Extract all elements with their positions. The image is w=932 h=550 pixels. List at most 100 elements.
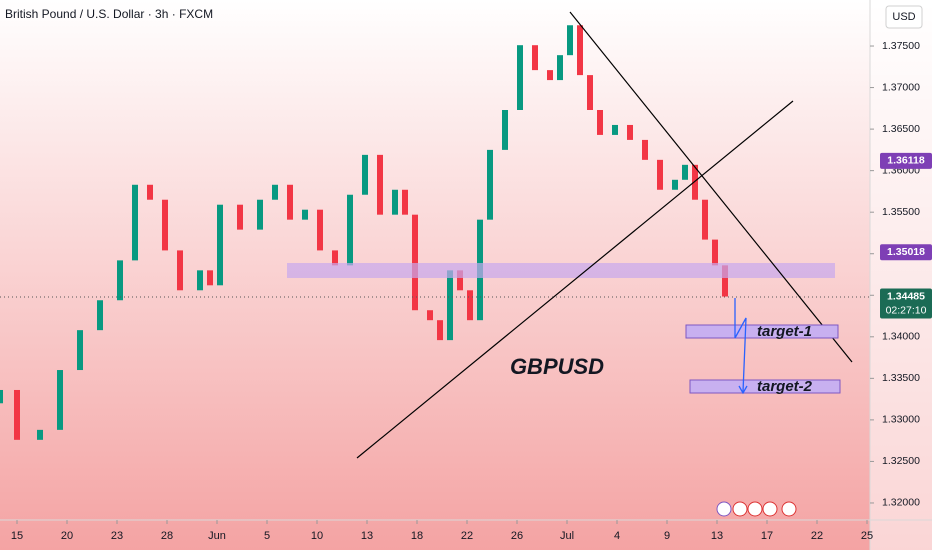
x-tick-label: 13	[361, 530, 373, 542]
candle-body	[457, 270, 463, 291]
price-marker	[880, 288, 932, 319]
x-tick-label: 22	[461, 530, 473, 542]
y-tick-label: 1.32000	[882, 497, 920, 509]
candle-body	[287, 184, 293, 220]
symbol-annotation: GBPUSD	[510, 354, 604, 379]
trend-line	[569, 11, 853, 363]
x-tick-label: 15	[11, 530, 23, 542]
price-marker-label: 1.34485	[887, 290, 925, 302]
x-tick-label: Jun	[208, 530, 226, 542]
candle-body	[332, 250, 338, 266]
x-tick-label: 10	[311, 530, 323, 542]
candle-body	[597, 109, 603, 135]
candle-body	[177, 250, 183, 291]
x-tick-label: 18	[411, 530, 423, 542]
projection-arrow	[734, 298, 747, 393]
candle-body	[402, 189, 408, 215]
candle-body	[427, 310, 433, 321]
candle-body	[14, 389, 20, 440]
price-marker-label: 1.35018	[887, 246, 925, 258]
price-marker	[880, 244, 932, 261]
candle-body	[517, 45, 523, 110]
y-tick-label: 1.34000	[882, 331, 920, 343]
price-marker	[880, 152, 932, 169]
candle-body	[547, 70, 553, 81]
candle-body	[392, 189, 398, 215]
candle-body	[317, 209, 323, 251]
candle-body	[587, 75, 593, 110]
target-zone	[685, 324, 839, 339]
candle-body	[302, 209, 308, 220]
y-tick-label: 1.33500	[882, 372, 920, 384]
x-tick-label: 4	[614, 530, 620, 542]
candle-body	[0, 389, 3, 404]
candle-body	[682, 164, 688, 180]
target-label: target-1	[757, 323, 812, 340]
candle-body	[487, 149, 493, 220]
candle-body	[257, 199, 263, 230]
candle-body	[577, 25, 583, 76]
candle-body	[612, 124, 618, 135]
x-tick-label: 23	[111, 530, 123, 542]
candle-body	[162, 199, 168, 251]
arrow-head	[738, 385, 748, 395]
candle-body	[712, 239, 718, 266]
candle-body	[37, 429, 43, 440]
price-marker-label: 1.36118	[887, 155, 925, 167]
x-tick-label: 13	[711, 530, 723, 542]
candle-body	[347, 194, 353, 266]
countdown: 02:27:10	[886, 304, 927, 316]
event-icons	[716, 501, 797, 517]
candle-body	[217, 204, 223, 286]
candle-body	[567, 25, 573, 56]
candle-body	[692, 164, 698, 200]
plot-area	[0, 25, 728, 440]
candle-body	[147, 184, 153, 200]
x-tick-label: 22	[811, 530, 823, 542]
candle-body	[197, 270, 203, 291]
candle-body	[447, 270, 453, 341]
x-tick-label: 20	[61, 530, 73, 542]
candle-body	[467, 290, 473, 321]
candle-body	[272, 184, 278, 200]
x-tick-label: 9	[664, 530, 670, 542]
candle-body	[362, 154, 368, 195]
support-zone	[287, 263, 835, 278]
candle-body	[502, 109, 508, 150]
y-tick-label: 1.36500	[882, 123, 920, 135]
candle-body	[117, 260, 123, 301]
target-label: target-2	[757, 378, 813, 395]
candle-body	[412, 214, 418, 311]
candle-body	[77, 330, 83, 371]
unit-label: USD	[892, 11, 915, 23]
y-tick-label: 1.33000	[882, 414, 920, 426]
candle-body	[207, 270, 213, 286]
candle-body	[377, 154, 383, 215]
y-tick-label: 1.32500	[882, 455, 920, 467]
candle-body	[237, 204, 243, 230]
y-tick-label: 1.37500	[882, 40, 920, 52]
trend-line	[356, 100, 794, 459]
candle-body	[722, 265, 728, 297]
price-axis-panel	[870, 0, 932, 550]
candle-body	[57, 370, 63, 430]
unit-box	[885, 5, 923, 29]
candle-body	[437, 320, 443, 341]
chart-title: British Pound / U.S. Dollar · 3h · FXCM	[5, 7, 213, 21]
x-tick-label: 17	[761, 530, 773, 542]
x-tick-label: 5	[264, 530, 270, 542]
x-tick-label: Jul	[560, 530, 574, 542]
candle-body	[657, 159, 663, 190]
x-tick-label: 28	[161, 530, 173, 542]
candle-body	[97, 300, 103, 331]
candle-body	[672, 179, 678, 190]
candle-body	[642, 139, 648, 160]
y-tick-label: 1.35500	[882, 206, 920, 218]
candle-body	[702, 199, 708, 240]
candle-body	[627, 124, 633, 140]
x-tick-label: 26	[511, 530, 523, 542]
x-tick-label: 25	[861, 530, 873, 542]
candle-body	[557, 55, 563, 81]
candle-body	[532, 45, 538, 71]
